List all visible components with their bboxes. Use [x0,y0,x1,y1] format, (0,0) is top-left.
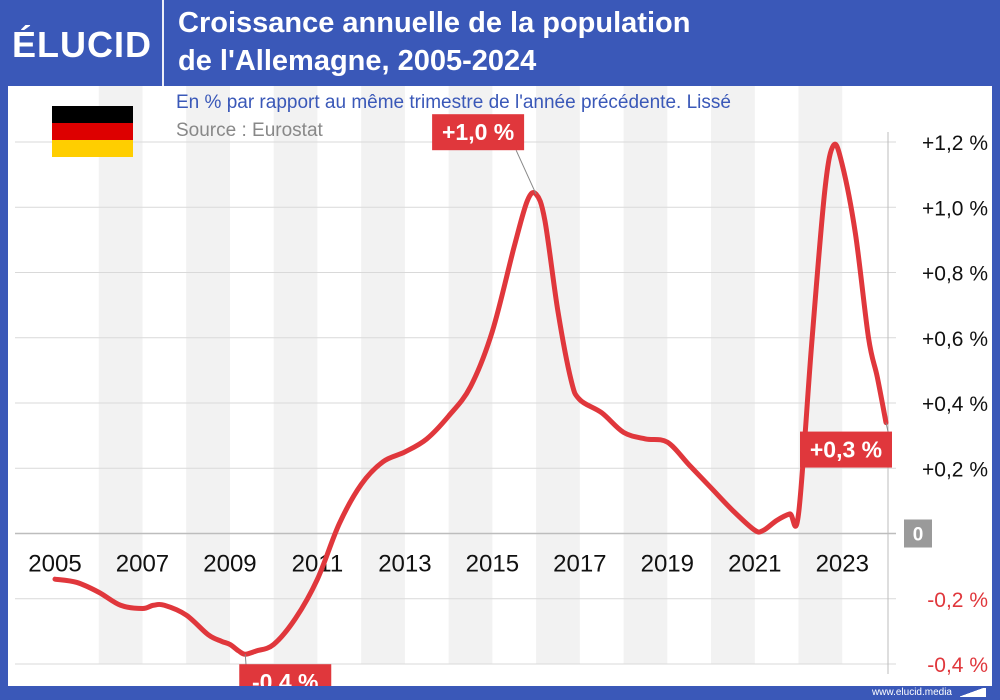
annotation-box [239,664,332,686]
x-tick-label: 2009 [203,551,256,578]
flag-stripe-black [52,106,133,123]
y-tick-label: +1,0 % [922,197,988,220]
year-band [273,86,318,664]
footer-url: www.elucid.media [871,687,952,698]
annotation-leader [885,422,889,432]
zero-badge [904,519,932,548]
chart-panel: En % par rapport au même trimestre de l'… [8,86,992,686]
x-tick-label: 2021 [728,551,781,578]
year-band [448,86,493,664]
annotation-box [432,114,525,151]
chart-subtitle: En % par rapport au même trimestre de l'… [176,92,731,113]
annotation-label: -0,4 % [252,669,318,686]
chart-title: Croissance annuelle de la population de … [178,4,978,80]
footer-logo-mark [960,688,986,697]
annotation-box [800,431,892,468]
header-divider [162,0,164,86]
elucid-logo: ÉLUCID [12,24,152,65]
line-chart: En % par rapport au même trimestre de l'… [15,86,988,686]
header: ÉLUCID Croissance annuelle de la populat… [0,0,1000,86]
x-tick-label: 2007 [116,551,169,578]
chart-source: Source : Eurostat [176,120,324,141]
y-axis-tick-labels: +1,2 % +1,0 % +0,8 % +0,6 % +0,4 % +0,2 % 0 -0,… [904,132,988,677]
x-tick-label: 2023 [816,551,869,578]
x-axis-tick-labels: 2005 2007 2009 2011 2013 2015 2017 2019 2021 2023 [28,551,869,578]
chart-title-line-2: de l'Allemagne, 2005-2024 [178,45,537,77]
year-band [98,86,143,664]
annotation-leader [515,149,537,195]
x-tick-label: 2013 [378,551,431,578]
x-tick-label: 2015 [466,551,519,578]
flag-stripe-red [52,123,133,140]
y-tick-label: 0 [913,525,924,546]
y-tick-label: +1,2 % [922,132,988,155]
flag-stripe-gold [52,140,133,157]
year-band [361,86,405,664]
year-band [186,86,230,664]
year-band [536,86,580,664]
x-tick-label: 2017 [553,551,606,578]
annotation-label: +1,0 % [442,119,514,145]
y-tick-label: -0,4 % [927,654,988,677]
x-tick-label: 2019 [641,551,694,578]
y-tick-label: +0,4 % [922,393,988,416]
year-band [623,86,668,664]
y-tick-label: +0,2 % [922,458,988,481]
gridlines [15,132,896,674]
y-tick-label: -0,2 % [927,589,988,612]
year-band [798,86,843,664]
chart-title-line-1: Croissance annuelle de la population [178,7,691,39]
annotation-label: +0,3 % [810,437,882,463]
annotations: +1,0 % -0,4 % +0,3 % [239,114,892,686]
year-band [711,86,755,664]
y-tick-label: +0,8 % [922,263,988,286]
alternating-year-bands [98,86,843,664]
y-tick-label: +0,6 % [922,328,988,351]
germany-flag-icon [52,106,133,157]
x-tick-label: 2005 [28,551,81,578]
